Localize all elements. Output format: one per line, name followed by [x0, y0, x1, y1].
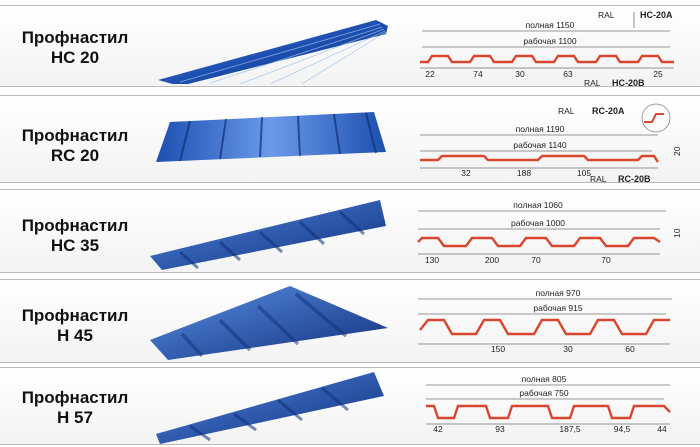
dim-value: 42 — [433, 424, 443, 434]
ral-prefix: RAL — [584, 78, 601, 86]
dim-value: 32 — [461, 168, 471, 178]
dim-value: 60 — [625, 344, 635, 354]
dim-value: 105 — [577, 168, 591, 178]
ral-code: НС-20А — [640, 10, 673, 20]
product-title: Профнастил НС 35 — [0, 216, 150, 256]
product-model: RC 20 — [50, 146, 100, 165]
product-model: Н 45 — [57, 326, 93, 345]
product-title: Профнастил НС 20 — [0, 28, 150, 68]
product-name: Профнастил — [21, 306, 129, 325]
product-row-h57: Профнастил Н 57 полная 805 рабочая 750 4… — [0, 367, 700, 445]
ral-prefix: RAL — [558, 106, 575, 116]
work-width-label: рабочая 915 — [533, 303, 582, 313]
dim-value: 30 — [563, 344, 573, 354]
product-model: НС 35 — [50, 236, 100, 255]
dim-value: 200 — [485, 255, 499, 265]
dim-value: 188 — [517, 168, 531, 178]
sheet-image — [150, 286, 388, 360]
full-width-label: полная 805 — [522, 374, 567, 384]
work-width-label: рабочая 1000 — [511, 218, 565, 228]
dim-value: 150 — [491, 344, 505, 354]
product-name: Профнастил — [21, 216, 129, 235]
sheet-image — [156, 112, 386, 162]
product-row-hc20: Профнастил НС 20 RAL НС-20А полная 1150 … — [0, 5, 700, 87]
ral-code: НС-20В — [612, 78, 645, 86]
product-row-rc20: Профнастил RC 20 RAL RC-20А полная 1190 … — [0, 95, 700, 183]
full-width-label: полная 1060 — [513, 200, 563, 210]
height-value: 10 — [672, 228, 682, 238]
product-row-h45: Профнастил Н 45 полная 970 рабочая 915 1… — [0, 279, 700, 363]
profile-diagram: полная 970 рабочая 915 150 30 60 — [418, 288, 672, 354]
ral-prefix: RAL — [598, 10, 615, 20]
product-name: Профнастил — [21, 388, 129, 407]
full-width-label: полная 1190 — [516, 124, 565, 134]
dim-value: 187,5 — [559, 424, 581, 434]
product-model: Н 57 — [57, 408, 93, 427]
sheet-image — [158, 20, 388, 84]
sheet-image — [150, 200, 386, 270]
product-name: Профнастил — [21, 126, 129, 145]
dim-value: 30 — [515, 69, 525, 79]
dim-value: 22 — [425, 69, 435, 79]
dim-value: 44 — [657, 424, 667, 434]
product-model: НС 20 — [50, 48, 100, 67]
product-title: Профнастил Н 45 — [0, 306, 150, 346]
product-row-hc35: Профнастил НС 35 полная 1060 рабочая 100… — [0, 189, 700, 273]
dim-value: 94,5 — [614, 424, 631, 434]
work-width-label: рабочая 750 — [519, 388, 568, 398]
ral-code: RC-20А — [592, 106, 625, 116]
profile-diagram: RAL НС-20А полная 1150 рабочая 1100 22 7… — [420, 10, 674, 86]
dim-value: 63 — [563, 69, 573, 79]
full-width-label: полная 970 — [536, 288, 581, 298]
dim-value: 25 — [653, 69, 663, 79]
sheet-image — [156, 372, 384, 444]
profile-diagram: полная 805 рабочая 750 42 93 187,5 94,5 … — [426, 374, 671, 434]
dim-value: 130 — [425, 255, 439, 265]
dim-value: 70 — [601, 255, 611, 265]
product-title: Профнастил RC 20 — [0, 126, 150, 166]
full-width-label: полная 1150 — [526, 20, 575, 30]
dim-value: 74 — [473, 69, 483, 79]
dim-value: 93 — [495, 424, 505, 434]
height-value: 20 — [672, 146, 682, 156]
ral-code: RC-20В — [618, 174, 651, 182]
profile-diagram: RAL RC-20А полная 1190 рабочая 1140 20 3… — [420, 103, 682, 182]
dim-value: 70 — [531, 255, 541, 265]
work-width-label: рабочая 1100 — [523, 36, 577, 46]
product-title: Профнастил Н 57 — [0, 388, 150, 428]
profile-diagram: полная 1060 рабочая 1000 10 130 200 70 7… — [417, 200, 682, 265]
profile-detail-circle — [641, 103, 671, 133]
ral-prefix: RAL — [590, 174, 607, 182]
product-name: Профнастил — [21, 28, 129, 47]
work-width-label: рабочая 1140 — [513, 140, 567, 150]
